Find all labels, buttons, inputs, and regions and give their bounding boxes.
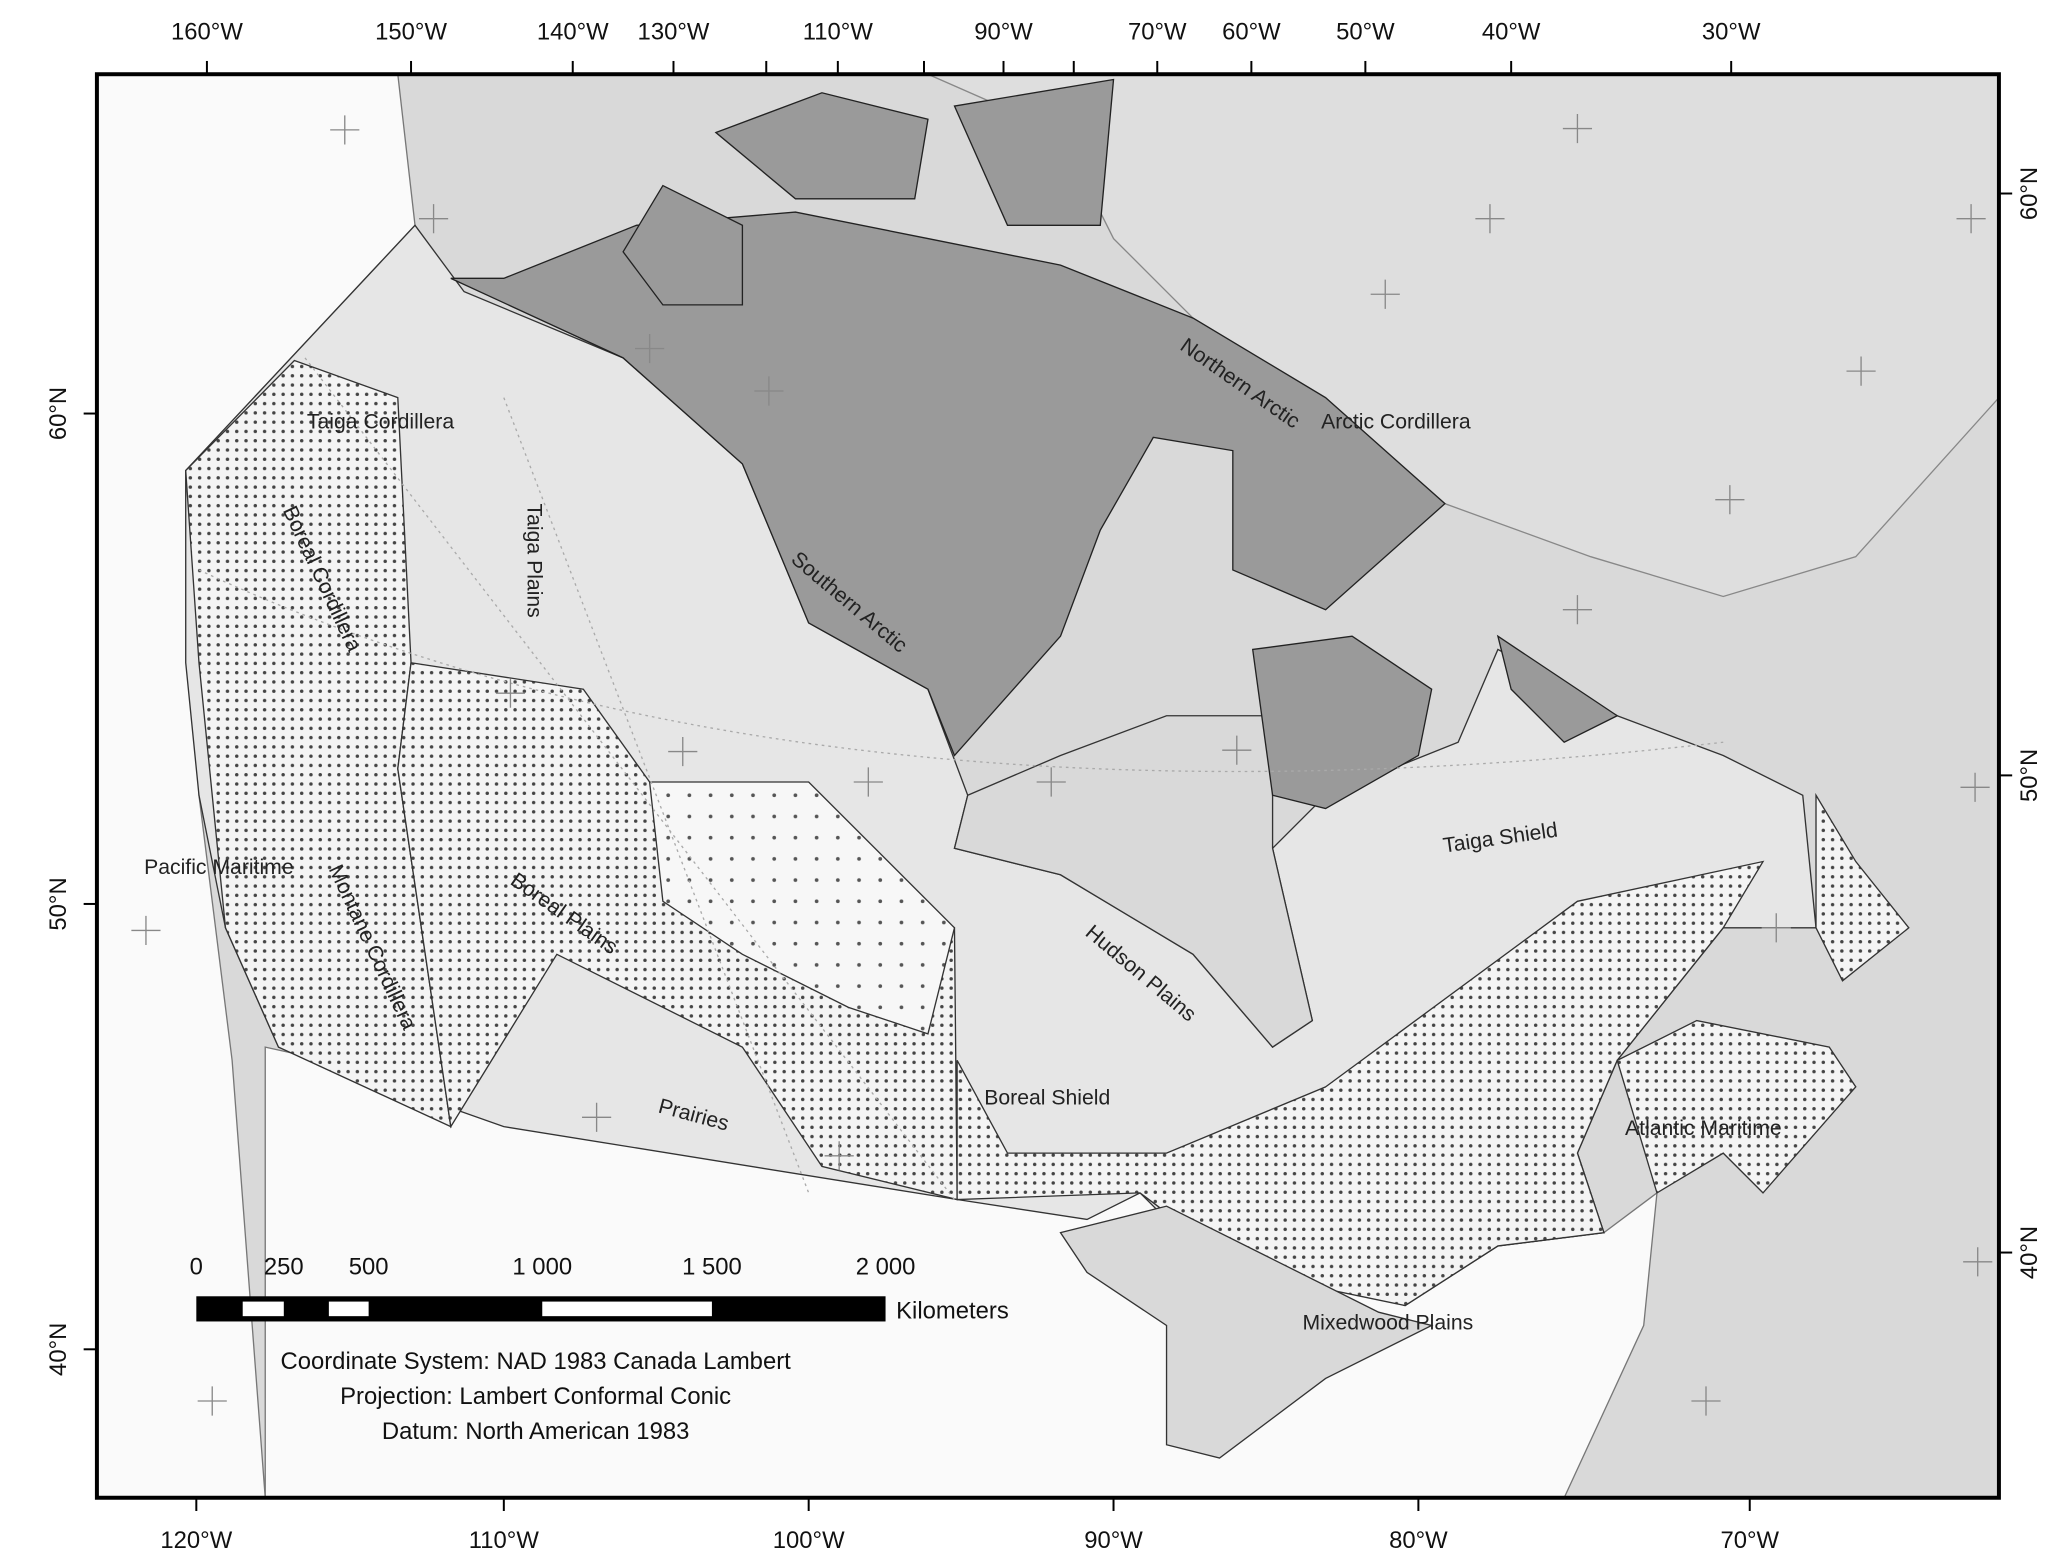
bottom-axis-label: 100°W bbox=[773, 1527, 845, 1554]
top-axis-label: 30°W bbox=[1702, 18, 1761, 45]
region-label: Atlantic Maritime bbox=[1625, 1117, 1782, 1140]
graticule-cross bbox=[197, 1386, 227, 1416]
graticule-cross bbox=[754, 376, 784, 406]
region-label: Taiga Plains bbox=[522, 504, 545, 618]
graticule-cross bbox=[1475, 204, 1505, 234]
scale-bar-segment bbox=[328, 1301, 369, 1317]
top-axis-label: 70°W bbox=[1128, 18, 1187, 45]
atlantic-zone bbox=[1815, 792, 1910, 982]
graticule bbox=[198, 357, 1724, 1200]
region-label: Taiga Cordillera bbox=[307, 410, 454, 433]
left-axis-label: 40°N bbox=[45, 1323, 72, 1376]
great-lakes bbox=[1059, 1205, 1434, 1459]
region-label: Mixedwood Plains bbox=[1303, 1312, 1474, 1335]
graticule-cross bbox=[1761, 913, 1791, 943]
bottom-axis-label: 120°W bbox=[160, 1527, 232, 1554]
left-axis-label: 50°N bbox=[45, 877, 72, 930]
graticule-cross bbox=[1956, 204, 1986, 234]
scale-label: 0 bbox=[190, 1254, 203, 1281]
region-label: Arctic Cordillera bbox=[1321, 410, 1471, 433]
map-note: Projection: Lambert Conformal Conic bbox=[340, 1383, 731, 1410]
bottom-axis-label: 110°W bbox=[469, 1527, 540, 1554]
bottom-axis-label: 90°W bbox=[1084, 1527, 1143, 1554]
graticule-cross bbox=[1691, 1386, 1721, 1416]
top-axis-label: 60°W bbox=[1222, 18, 1281, 45]
graticule-cross bbox=[418, 204, 449, 234]
map-body bbox=[96, 74, 1999, 1498]
prairie-edge bbox=[648, 781, 956, 1035]
graticule-cross bbox=[1846, 356, 1876, 386]
graticule-cross bbox=[131, 915, 161, 946]
top-axis-label: 130°W bbox=[638, 18, 710, 45]
graticule-cross bbox=[1562, 595, 1593, 625]
frame bbox=[94, 72, 2001, 1500]
atlantic-zone bbox=[1616, 1019, 1857, 1194]
right-axis-label: 60°N bbox=[2016, 167, 2043, 220]
graticule-cross bbox=[582, 1102, 612, 1132]
graticule-cross bbox=[853, 767, 883, 797]
graticule-cross bbox=[824, 1141, 854, 1171]
scale-label: 2 000 bbox=[856, 1254, 916, 1281]
graticule-cross bbox=[1562, 113, 1593, 144]
graticule-cross bbox=[668, 736, 698, 767]
scale-bar bbox=[196, 1296, 886, 1322]
graticule-cross bbox=[1963, 1247, 1993, 1277]
top-axis-label: 50°W bbox=[1336, 18, 1395, 45]
graticule-cross bbox=[1222, 735, 1252, 765]
top-axis-label: 140°W bbox=[537, 18, 609, 45]
top-axis-label: 90°W bbox=[974, 18, 1033, 45]
scale-unit: Kilometers bbox=[896, 1297, 1009, 1324]
hudson-bay bbox=[953, 715, 1314, 1048]
scale-label: 1 000 bbox=[512, 1254, 572, 1281]
arctic-zone bbox=[450, 211, 1446, 757]
top-axis-label: 40°W bbox=[1482, 18, 1541, 45]
graticule-cross bbox=[1036, 767, 1066, 797]
top-axis-label: 110°W bbox=[803, 18, 874, 45]
region-label: Boreal Shield bbox=[984, 1086, 1110, 1109]
arctic-island bbox=[1251, 635, 1433, 810]
shield-zone bbox=[956, 860, 1765, 1307]
graticule-cross bbox=[1715, 485, 1745, 515]
top-axis-label: 160°W bbox=[171, 18, 243, 45]
right-axis-label: 40°N bbox=[2016, 1226, 2043, 1279]
arctic-island bbox=[622, 184, 744, 306]
bottom-axis-label: 80°W bbox=[1389, 1527, 1448, 1554]
region-label: Pacific Maritime bbox=[144, 856, 294, 879]
arctic-island bbox=[714, 92, 929, 200]
map-note: Datum: North American 1983 bbox=[382, 1418, 689, 1445]
scale-bar-segment bbox=[242, 1301, 284, 1317]
scale-label: 250 bbox=[264, 1254, 304, 1281]
right-axis-label: 50°N bbox=[2016, 749, 2043, 802]
arctic-island bbox=[1496, 634, 1619, 744]
left-axis-label: 60°N bbox=[45, 387, 72, 440]
greenland bbox=[927, 74, 1999, 598]
map-note: Coordinate System: NAD 1983 Canada Lambe… bbox=[281, 1348, 792, 1375]
top-axis-label: 150°W bbox=[375, 18, 447, 45]
arctic-island bbox=[953, 78, 1115, 226]
graticule-cross bbox=[495, 678, 526, 708]
bottom-axis-label: 70°W bbox=[1720, 1527, 1779, 1554]
plains-zone bbox=[397, 661, 958, 1201]
scale-label: 1 500 bbox=[682, 1254, 742, 1281]
scale-bar-segment bbox=[542, 1301, 712, 1317]
graticule-cross bbox=[1370, 279, 1400, 309]
graticule-cross bbox=[330, 115, 360, 145]
graticule-cross bbox=[635, 334, 665, 364]
scale-label: 500 bbox=[349, 1254, 389, 1281]
graticule-cross bbox=[1960, 772, 1990, 802]
